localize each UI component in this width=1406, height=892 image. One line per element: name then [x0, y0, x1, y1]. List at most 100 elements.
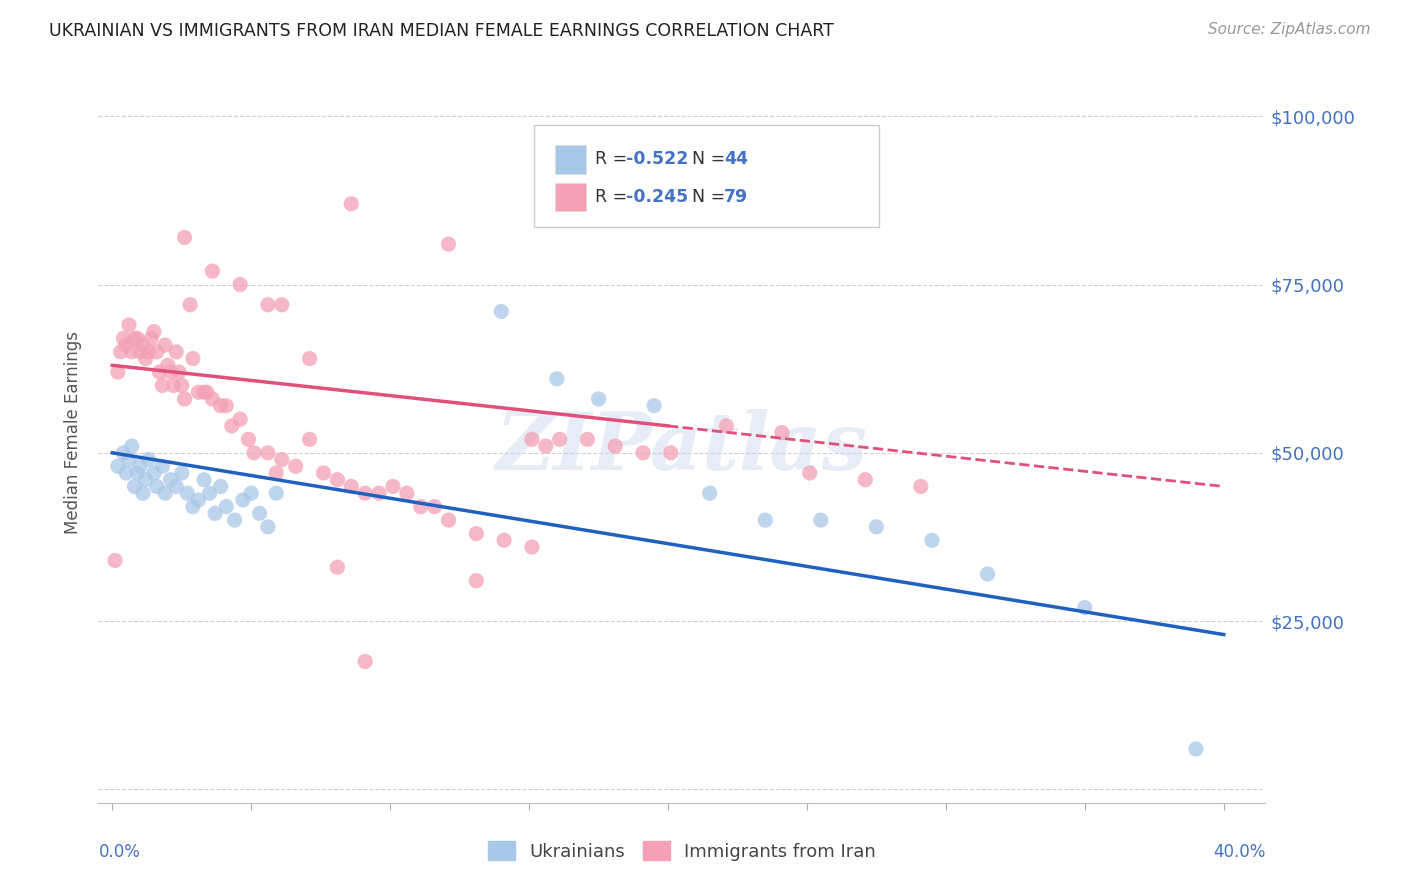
Point	[165, 344, 187, 359]
Point	[865, 520, 887, 534]
Point	[159, 473, 181, 487]
Point	[195, 385, 218, 400]
Point	[187, 492, 209, 507]
Text: ZIPatlas: ZIPatlas	[496, 409, 868, 486]
Point	[173, 230, 195, 244]
Point	[921, 533, 943, 548]
Text: 0.0%: 0.0%	[98, 843, 141, 861]
Point	[1185, 742, 1208, 756]
Point	[409, 500, 432, 514]
Point	[340, 479, 363, 493]
Point	[605, 439, 627, 453]
Point	[138, 344, 160, 359]
Point	[132, 486, 155, 500]
Point	[224, 513, 246, 527]
Point	[162, 378, 184, 392]
Text: UKRAINIAN VS IMMIGRANTS FROM IRAN MEDIAN FEMALE EARNINGS CORRELATION CHART: UKRAINIAN VS IMMIGRANTS FROM IRAN MEDIAN…	[49, 22, 834, 40]
Point	[221, 418, 243, 433]
Point	[770, 425, 793, 440]
Point	[201, 392, 224, 406]
Point	[143, 466, 166, 480]
Point	[437, 513, 460, 527]
Legend: Ukrainians, Immigrants from Iran: Ukrainians, Immigrants from Iran	[481, 833, 883, 868]
Point	[576, 433, 599, 447]
Point	[270, 298, 292, 312]
Point	[249, 507, 271, 521]
Point	[153, 338, 176, 352]
Point	[146, 479, 169, 493]
Point	[264, 466, 287, 480]
Point	[520, 433, 543, 447]
Point	[124, 479, 146, 493]
Point	[312, 466, 335, 480]
Point	[209, 399, 232, 413]
Point	[115, 466, 138, 480]
Point	[423, 500, 446, 514]
Text: -0.245: -0.245	[626, 188, 688, 206]
Point	[118, 452, 141, 467]
Point	[264, 486, 287, 500]
Point	[340, 196, 363, 211]
Point	[112, 446, 135, 460]
Point	[176, 486, 198, 500]
Point	[284, 459, 307, 474]
Point	[810, 513, 832, 527]
Point	[170, 466, 193, 480]
Point	[546, 372, 568, 386]
Point	[121, 439, 143, 453]
Point	[179, 298, 201, 312]
Text: 44: 44	[724, 151, 748, 169]
Point	[127, 331, 149, 345]
Point	[395, 486, 418, 500]
Point	[153, 486, 176, 500]
Point	[198, 486, 221, 500]
Point	[115, 338, 138, 352]
Point	[167, 365, 190, 379]
Point	[465, 574, 488, 588]
Point	[298, 433, 321, 447]
Point	[326, 473, 349, 487]
Point	[588, 392, 610, 406]
Point	[132, 338, 155, 352]
Text: -0.522: -0.522	[626, 151, 688, 169]
Point	[107, 459, 129, 474]
Point	[112, 331, 135, 345]
Point	[201, 264, 224, 278]
Point	[181, 351, 204, 366]
Point	[465, 526, 488, 541]
Point	[193, 473, 215, 487]
Point	[853, 473, 876, 487]
Point	[146, 344, 169, 359]
Text: N =: N =	[692, 151, 731, 169]
Point	[215, 399, 238, 413]
Point	[187, 385, 209, 400]
Point	[159, 365, 181, 379]
Point	[141, 331, 163, 345]
Point	[118, 318, 141, 332]
Point	[229, 277, 252, 292]
Point	[799, 466, 821, 480]
Point	[150, 459, 173, 474]
Point	[215, 500, 238, 514]
Point	[354, 486, 377, 500]
Point	[104, 553, 127, 567]
Point	[150, 378, 173, 392]
Point	[910, 479, 932, 493]
Point	[659, 446, 682, 460]
Point	[699, 486, 721, 500]
Point	[257, 298, 280, 312]
Point	[193, 385, 215, 400]
Point	[181, 500, 204, 514]
Point	[229, 412, 252, 426]
Point	[238, 433, 260, 447]
Point	[204, 507, 226, 521]
Text: R =: R =	[595, 151, 633, 169]
Text: Source: ZipAtlas.com: Source: ZipAtlas.com	[1208, 22, 1371, 37]
Point	[129, 344, 152, 359]
Point	[173, 392, 195, 406]
Point	[520, 540, 543, 554]
Point	[643, 399, 665, 413]
Point	[240, 486, 263, 500]
Point	[107, 365, 129, 379]
Point	[124, 331, 146, 345]
